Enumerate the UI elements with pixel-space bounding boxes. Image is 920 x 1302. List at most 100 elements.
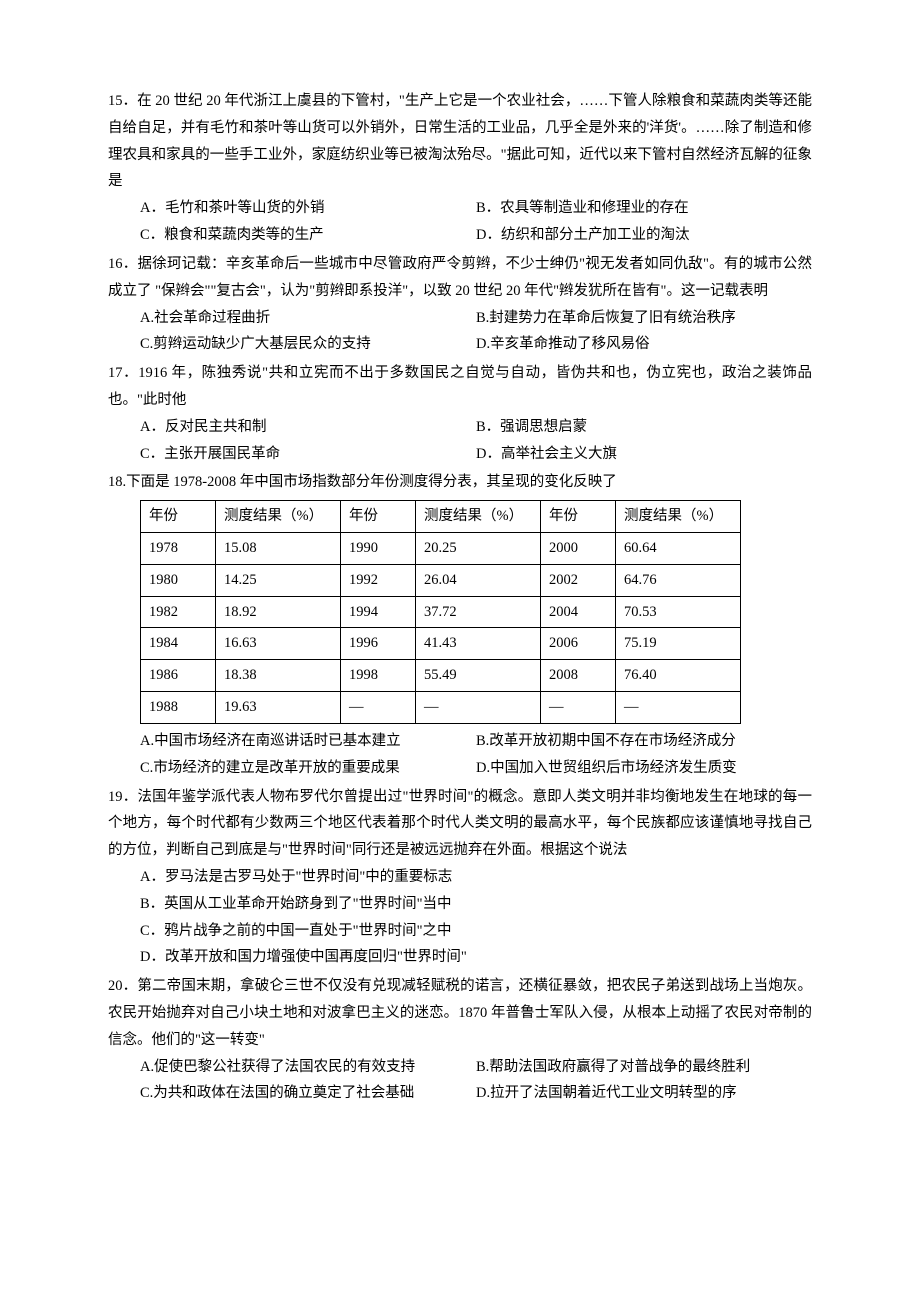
option-row: C.为共和政体在法国的确立奠定了社会基础 D.拉开了法国朝着近代工业文明转型的序: [108, 1080, 812, 1107]
q-number: 18: [108, 474, 123, 490]
q-body: ．法国年鉴学派代表人物布罗代尔曾提出过"世界时间"的概念。意即人类文明并非均衡地…: [108, 789, 812, 859]
question-text: 15．在 20 世纪 20 年代浙江上虞县的下管村，"生产上它是一个农业社会，……: [108, 88, 812, 195]
table-header-cell: 测度结果（%）: [216, 501, 341, 533]
q-number: 16: [108, 256, 123, 272]
option-c: C．粮食和菜蔬肉类等的生产: [140, 222, 476, 249]
option-b: B．英国从工业革命开始跻身到了"世界时间"当中: [108, 891, 812, 918]
table-cell: 37.72: [416, 596, 541, 628]
table-row: 1982 18.92 1994 37.72 2004 70.53: [141, 596, 741, 628]
option-c: C.市场经济的建立是改革开放的重要成果: [140, 755, 476, 782]
table-header-cell: 测度结果（%）: [416, 501, 541, 533]
table-cell: 15.08: [216, 533, 341, 565]
option-a: A.社会革命过程曲折: [140, 305, 476, 332]
option-d: D.辛亥革命推动了移风易俗: [476, 331, 812, 358]
table-header-cell: 年份: [341, 501, 416, 533]
table-cell: 75.19: [616, 628, 741, 660]
table-cell: 41.43: [416, 628, 541, 660]
q-body: ．在 20 世纪 20 年代浙江上虞县的下管村，"生产上它是一个农业社会，……下…: [108, 93, 812, 189]
q-body: ．据徐珂记载：辛亥革命后一些城市中尽管政府严令剪辫，不少士绅仍"视无发者如同仇敌…: [108, 256, 812, 299]
table-cell: 26.04: [416, 564, 541, 596]
table-header-cell: 年份: [541, 501, 616, 533]
option-c: C.剪辫运动缺少广大基层民众的支持: [140, 331, 476, 358]
table-cell: 55.49: [416, 660, 541, 692]
table-cell: 1990: [341, 533, 416, 565]
question-15: 15．在 20 世纪 20 年代浙江上虞县的下管村，"生产上它是一个农业社会，……: [108, 88, 812, 249]
market-index-table: 年份 测度结果（%） 年份 测度结果（%） 年份 测度结果（%） 1978 15…: [140, 500, 741, 724]
table-cell: 2008: [541, 660, 616, 692]
table-cell: 1998: [341, 660, 416, 692]
table-cell: 2000: [541, 533, 616, 565]
option-a: A．毛竹和茶叶等山货的外销: [140, 195, 476, 222]
option-c: C．鸦片战争之前的中国一直处于"世界时间"之中: [108, 918, 812, 945]
table-cell: 76.40: [616, 660, 741, 692]
option-row: A.社会革命过程曲折 B.封建势力在革命后恢复了旧有统治秩序: [108, 305, 812, 332]
option-row: A．毛竹和茶叶等山货的外销 B．农具等制造业和修理业的存在: [108, 195, 812, 222]
question-19: 19．法国年鉴学派代表人物布罗代尔曾提出过"世界时间"的概念。意即人类文明并非均…: [108, 784, 812, 972]
table-cell: 14.25: [216, 564, 341, 596]
table-header-row: 年份 测度结果（%） 年份 测度结果（%） 年份 测度结果（%）: [141, 501, 741, 533]
question-20: 20．第二帝国末期，拿破仑三世不仅没有兑现减轻赋税的诺言，还横征暴敛，把农民子弟…: [108, 973, 812, 1107]
table-cell: —: [341, 692, 416, 724]
option-row: C．主张开展国民革命 D．高举社会主义大旗: [108, 441, 812, 468]
option-a: A．反对民主共和制: [140, 414, 476, 441]
question-text: 18.下面是 1978-2008 年中国市场指数部分年份测度得分表，其呈现的变化…: [108, 469, 812, 496]
option-a: A.促使巴黎公社获得了法国农民的有效支持: [140, 1054, 476, 1081]
table-header-cell: 测度结果（%）: [616, 501, 741, 533]
option-b: B．农具等制造业和修理业的存在: [476, 195, 812, 222]
table-cell: 60.64: [616, 533, 741, 565]
option-d: D.中国加入世贸组织后市场经济发生质变: [476, 755, 812, 782]
q-number: 20: [108, 978, 123, 994]
table-cell: 1992: [341, 564, 416, 596]
option-b: B.帮助法国政府赢得了对普战争的最终胜利: [476, 1054, 812, 1081]
q-body: ．1916 年，陈独秀说"共和立宪而不出于多数国民之自觉与自动，皆伪共和也，伪立…: [108, 365, 812, 408]
table-cell: 1986: [141, 660, 216, 692]
option-row: A.促使巴黎公社获得了法国农民的有效支持 B.帮助法国政府赢得了对普战争的最终胜…: [108, 1054, 812, 1081]
option-c: C．主张开展国民革命: [140, 441, 476, 468]
table-cell: —: [616, 692, 741, 724]
option-row: A.中国市场经济在南巡讲话时已基本建立 B.改革开放初期中国不存在市场经济成分: [108, 728, 812, 755]
table-cell: 2002: [541, 564, 616, 596]
option-a: A.中国市场经济在南巡讲话时已基本建立: [140, 728, 476, 755]
option-row: C.剪辫运动缺少广大基层民众的支持 D.辛亥革命推动了移风易俗: [108, 331, 812, 358]
q-number: 19: [108, 789, 123, 805]
question-16: 16．据徐珂记载：辛亥革命后一些城市中尽管政府严令剪辫，不少士绅仍"视无发者如同…: [108, 251, 812, 358]
question-text: 19．法国年鉴学派代表人物布罗代尔曾提出过"世界时间"的概念。意即人类文明并非均…: [108, 784, 812, 864]
table-cell: —: [541, 692, 616, 724]
option-row: C.市场经济的建立是改革开放的重要成果 D.中国加入世贸组织后市场经济发生质变: [108, 755, 812, 782]
question-18: 18.下面是 1978-2008 年中国市场指数部分年份测度得分表，其呈现的变化…: [108, 469, 812, 781]
table-row: 1986 18.38 1998 55.49 2008 76.40: [141, 660, 741, 692]
table-cell: 64.76: [616, 564, 741, 596]
option-d: D．纺织和部分土产加工业的淘汰: [476, 222, 812, 249]
option-row: C．粮食和菜蔬肉类等的生产 D．纺织和部分土产加工业的淘汰: [108, 222, 812, 249]
q-body: .下面是 1978-2008 年中国市场指数部分年份测度得分表，其呈现的变化反映…: [123, 474, 617, 490]
table-cell: 1996: [341, 628, 416, 660]
table-row: 1980 14.25 1992 26.04 2002 64.76: [141, 564, 741, 596]
table-cell: 1980: [141, 564, 216, 596]
table-cell: 16.63: [216, 628, 341, 660]
table-cell: 19.63: [216, 692, 341, 724]
table-row: 1988 19.63 — — — —: [141, 692, 741, 724]
question-17: 17．1916 年，陈独秀说"共和立宪而不出于多数国民之自觉与自动，皆伪共和也，…: [108, 360, 812, 467]
table-cell: 18.38: [216, 660, 341, 692]
option-b: B．强调思想启蒙: [476, 414, 812, 441]
table-cell: 1978: [141, 533, 216, 565]
table-header-cell: 年份: [141, 501, 216, 533]
table-cell: 20.25: [416, 533, 541, 565]
table-row: 1978 15.08 1990 20.25 2000 60.64: [141, 533, 741, 565]
table-row: 1984 16.63 1996 41.43 2006 75.19: [141, 628, 741, 660]
table-cell: 2006: [541, 628, 616, 660]
option-d: D.拉开了法国朝着近代工业文明转型的序: [476, 1080, 812, 1107]
option-b: B.封建势力在革命后恢复了旧有统治秩序: [476, 305, 812, 332]
table-cell: 1982: [141, 596, 216, 628]
question-text: 16．据徐珂记载：辛亥革命后一些城市中尽管政府严令剪辫，不少士绅仍"视无发者如同…: [108, 251, 812, 305]
table-cell: 70.53: [616, 596, 741, 628]
table-cell: 1988: [141, 692, 216, 724]
table-cell: 1984: [141, 628, 216, 660]
option-b: B.改革开放初期中国不存在市场经济成分: [476, 728, 812, 755]
page: 15．在 20 世纪 20 年代浙江上虞县的下管村，"生产上它是一个农业社会，……: [0, 0, 920, 1302]
option-d: D．改革开放和国力增强使中国再度回归"世界时间": [108, 944, 812, 971]
option-c: C.为共和政体在法国的确立奠定了社会基础: [140, 1080, 476, 1107]
question-text: 20．第二帝国末期，拿破仑三世不仅没有兑现减轻赋税的诺言，还横征暴敛，把农民子弟…: [108, 973, 812, 1053]
q-body: ．第二帝国末期，拿破仑三世不仅没有兑现减轻赋税的诺言，还横征暴敛，把农民子弟送到…: [108, 978, 812, 1048]
table-cell: 18.92: [216, 596, 341, 628]
